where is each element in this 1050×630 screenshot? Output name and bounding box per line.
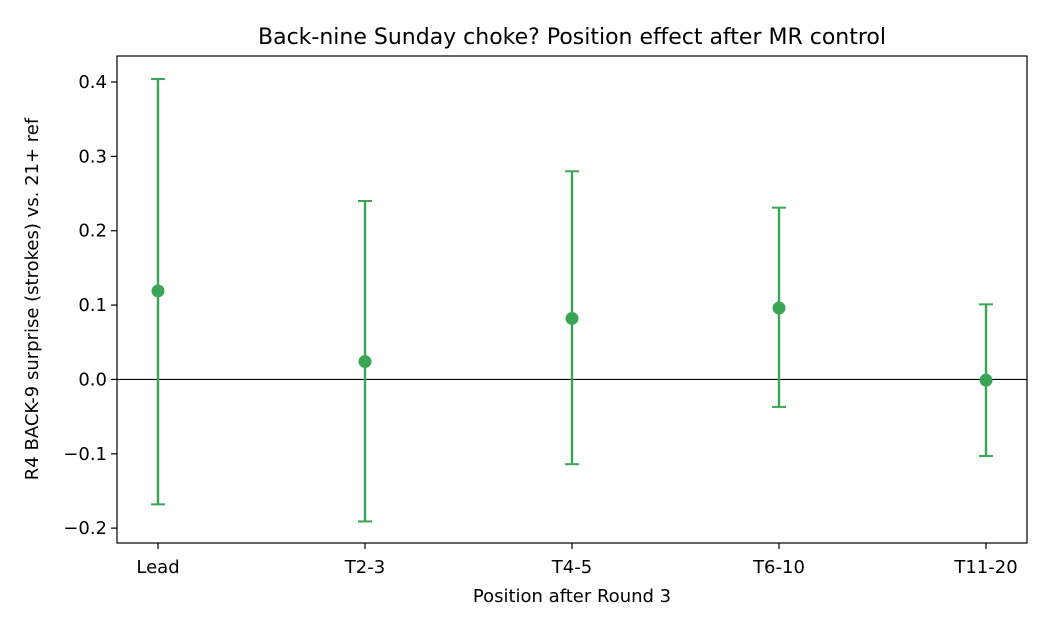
y-tick-label: 0.2 — [78, 221, 107, 242]
x-tick-label: T2-3 — [344, 557, 385, 578]
y-tick-label: −0.2 — [63, 518, 107, 539]
y-tick-label: 0.1 — [78, 295, 107, 316]
x-tick-label: T4-5 — [551, 557, 592, 578]
point-t2-3 — [358, 355, 372, 369]
point-t4-5 — [565, 311, 579, 325]
point-lead — [151, 284, 165, 298]
error-bars — [151, 78, 993, 523]
y-tick-label: −0.1 — [63, 444, 107, 465]
x-tick-label: T11-20 — [953, 557, 1017, 578]
x-axis-label: Position after Round 3 — [473, 586, 671, 607]
y-axis-ticks: −0.2 −0.1 0.0 0.1 0.2 0.3 0.4 — [63, 72, 117, 539]
point-t11-20 — [979, 373, 993, 387]
y-tick-label: 0.0 — [78, 369, 107, 390]
x-tick-label: T6-10 — [752, 557, 805, 578]
y-axis-label: R4 BACK-9 surprise (strokes) vs. 21+ ref — [22, 117, 43, 480]
chart-title: Back-nine Sunday choke? Position effect … — [258, 25, 886, 50]
point-markers — [151, 284, 993, 387]
y-tick-label: 0.3 — [78, 146, 107, 167]
y-tick-label: 0.4 — [78, 72, 107, 93]
x-axis-ticks: Lead T2-3 T4-5 T6-10 T11-20 — [136, 543, 1018, 578]
point-t6-10 — [772, 301, 786, 315]
x-tick-label: Lead — [136, 557, 179, 578]
